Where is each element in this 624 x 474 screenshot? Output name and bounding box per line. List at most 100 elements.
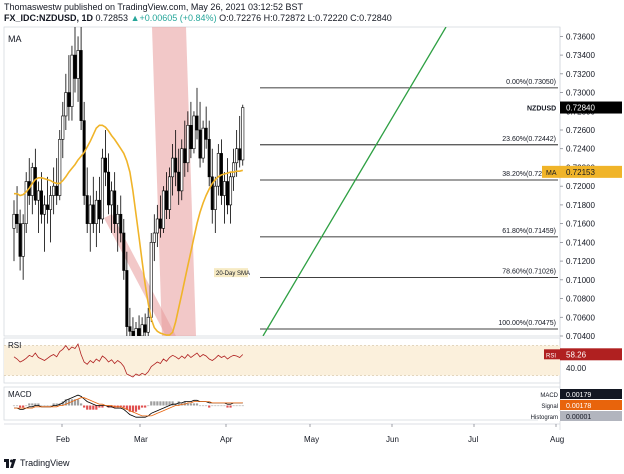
candle-body (70, 54, 74, 107)
macd-tag-bg (538, 400, 560, 410)
macd-histogram-bar (64, 399, 67, 406)
y-tick-label: 0.73200 (566, 70, 595, 79)
macd-histogram-bar (83, 405, 86, 408)
x-tick-label: Apr (220, 435, 233, 444)
macd-histogram-bar (147, 405, 150, 407)
macd-series-tag: Histogram (531, 415, 558, 421)
last-price-badge (560, 101, 622, 114)
symbol-name[interactable]: FX_IDC:NZDUSD, 1D (4, 13, 94, 23)
candle-body (192, 115, 196, 150)
macd-pane-label: MACD (8, 390, 32, 399)
macd-value-label: 0.00179 (566, 392, 591, 399)
candle-body (186, 125, 190, 164)
candle-body (76, 50, 80, 79)
candle-body (36, 190, 40, 201)
ma-tag-bg (542, 165, 560, 178)
y-tick-label: 0.71800 (566, 201, 595, 210)
candle-body (158, 218, 162, 229)
macd-histogram-bar (223, 405, 226, 407)
macd-histogram-bar (40, 405, 43, 407)
rsi-tag-bg (544, 349, 560, 360)
x-tick-label: Aug (550, 435, 564, 444)
macd-value-badge (560, 389, 622, 399)
y-tick-label: 0.72000 (566, 182, 595, 191)
macd-value-badge (560, 400, 622, 410)
ma-value-label: 0.72153 (566, 168, 595, 177)
macd-histogram-bar (49, 405, 52, 407)
symbol-tag-bg (525, 101, 560, 114)
candle-body (33, 167, 37, 201)
y-tick-label: 0.71200 (566, 257, 595, 266)
current-price: 0.72853 (95, 13, 129, 23)
macd-histogram-bar (217, 405, 220, 407)
macd-histogram-bar (43, 405, 46, 407)
candle-body (140, 324, 144, 336)
candle-body (226, 181, 230, 206)
rsi-band (4, 345, 560, 376)
macd-histogram-bar (220, 405, 223, 407)
fib-label: 0.00%(0.73050) (506, 79, 556, 86)
ma-value-badge (560, 165, 622, 178)
candle-body (232, 162, 236, 178)
macd-histogram-bar (46, 405, 49, 407)
candle-body (174, 157, 178, 173)
candle-body (180, 148, 184, 192)
fib-label: 100.00%(0.70475) (498, 320, 556, 327)
candle-body (113, 190, 117, 224)
macd-tag-bg (538, 411, 560, 421)
candle-body (125, 270, 129, 327)
footer-brand: TradingView (20, 458, 70, 468)
macd-histogram-bar (226, 405, 229, 408)
candle-body (195, 115, 199, 131)
rsi-line (13, 343, 244, 378)
macd-pane-border (3, 386, 561, 421)
candle-body (168, 176, 172, 210)
candle-body (146, 316, 150, 333)
macd-histogram-bar (98, 405, 101, 408)
candle-body (88, 204, 92, 224)
rsi-value-label: 58.26 (566, 350, 587, 359)
candle-body (204, 127, 208, 140)
candle-body (73, 54, 77, 79)
channel-band-lower (104, 214, 176, 336)
x-tick-label: Jun (386, 435, 399, 444)
candle-body (216, 153, 220, 187)
y-tick-label: 0.72400 (566, 145, 595, 154)
macd-histogram-bar (235, 405, 238, 407)
macd-histogram-bar (89, 405, 92, 410)
candle-body (18, 223, 22, 257)
symbol-info: FX_IDC:NZDUSD, 1D 0.72853 ▲+0.00605 (+0.… (4, 13, 392, 23)
candle-body (107, 171, 111, 206)
x-tick-label: Jul (468, 435, 478, 444)
candle-body (85, 195, 89, 224)
candle-body (222, 181, 226, 196)
macd-histogram-bar (25, 405, 28, 407)
macd-histogram-bar (95, 405, 98, 410)
y-tick-label: 0.73000 (566, 89, 595, 98)
macd-histogram-bar (34, 403, 37, 406)
fib-label: 23.60%(0.72442) (502, 136, 556, 143)
candle-body (183, 148, 187, 164)
macd-histogram-bar (205, 405, 208, 407)
candle-body (91, 204, 95, 224)
candle-body (24, 181, 28, 224)
last-price-label: 0.72840 (566, 104, 595, 113)
macd-histogram-bar (76, 399, 80, 406)
indicator-label[interactable]: MA (8, 34, 22, 44)
candle-body (110, 190, 114, 206)
y-tick-label: 0.72600 (566, 126, 595, 135)
macd-histogram-bar (61, 401, 64, 406)
candle-body (201, 127, 205, 159)
tradingview-logo-icon (4, 458, 16, 468)
macd-histogram-bar (128, 405, 131, 412)
candle-body (198, 129, 202, 159)
candle-body (97, 199, 101, 220)
macd-histogram-bar (131, 405, 135, 412)
candle-body (104, 157, 108, 173)
macd-histogram-bar (156, 401, 159, 406)
candle-body (58, 139, 62, 196)
y-tick-label: 0.73600 (566, 32, 595, 41)
macd-histogram-bar (229, 405, 232, 408)
macd-histogram-bar (159, 401, 162, 406)
